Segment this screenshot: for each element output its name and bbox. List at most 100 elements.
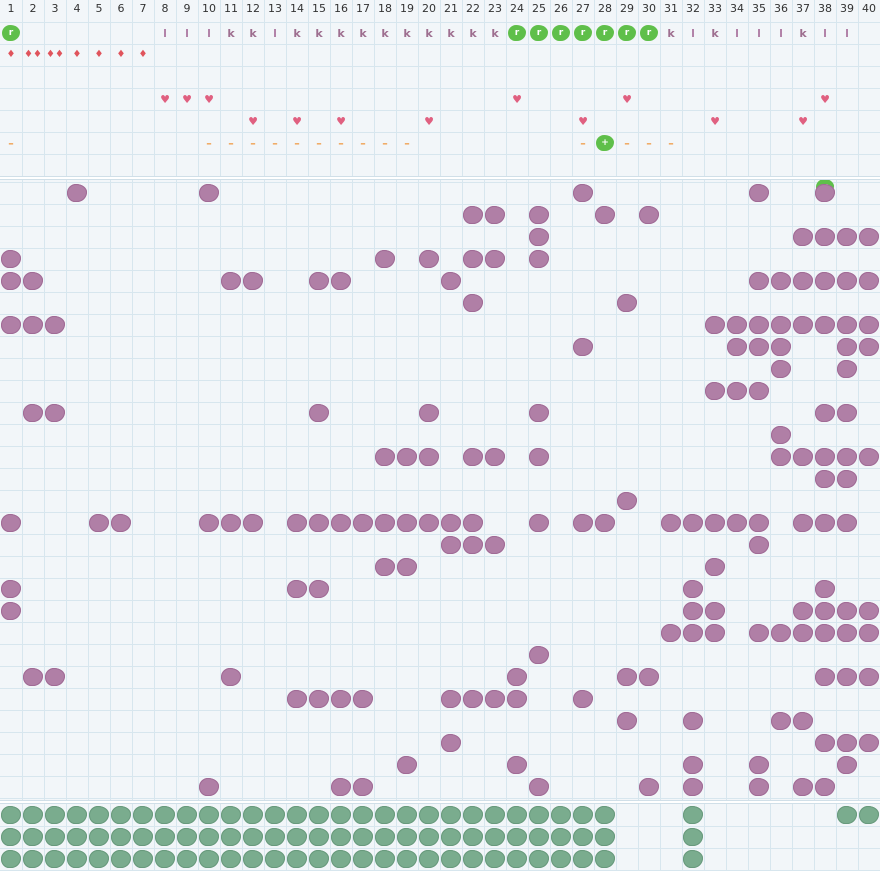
teal-blob-cell[interactable] <box>198 848 220 870</box>
teal-blob-cell[interactable] <box>264 848 286 870</box>
purple-blob-cell[interactable] <box>858 226 880 248</box>
purple-blob-cell[interactable] <box>572 688 594 710</box>
purple-blob-cell[interactable] <box>748 314 770 336</box>
purple-blob-cell[interactable] <box>660 622 682 644</box>
teal-blob-cell[interactable] <box>374 826 396 848</box>
purple-blob-cell[interactable] <box>836 336 858 358</box>
teal-blob-cell[interactable] <box>132 826 154 848</box>
teal-blob-cell[interactable] <box>352 848 374 870</box>
teal-blob-cell[interactable] <box>858 804 880 826</box>
purple-blob-cell[interactable] <box>44 666 66 688</box>
teal-blob-cell[interactable] <box>242 804 264 826</box>
teal-blob-cell[interactable] <box>242 848 264 870</box>
purple-blob-cell[interactable] <box>814 402 836 424</box>
teal-blob-cell[interactable] <box>352 826 374 848</box>
purple-blob-cell[interactable] <box>0 512 22 534</box>
purple-blob-cell[interactable] <box>418 402 440 424</box>
teal-blob-cell[interactable] <box>286 848 308 870</box>
purple-blob-cell[interactable] <box>616 490 638 512</box>
purple-blob-cell[interactable] <box>220 512 242 534</box>
teal-blob-cell[interactable] <box>88 826 110 848</box>
purple-blob-cell[interactable] <box>726 380 748 402</box>
teal-blob-cell[interactable] <box>44 804 66 826</box>
purple-blob-cell[interactable] <box>770 336 792 358</box>
teal-blob-cell[interactable] <box>374 804 396 826</box>
teal-blob-cell[interactable] <box>418 826 440 848</box>
purple-blob-cell[interactable] <box>836 402 858 424</box>
purple-blob-cell[interactable] <box>704 556 726 578</box>
purple-blob-cell[interactable] <box>748 512 770 534</box>
teal-blob-cell[interactable] <box>22 804 44 826</box>
purple-blob-cell[interactable] <box>792 314 814 336</box>
purple-blob-cell[interactable] <box>22 402 44 424</box>
teal-blob-cell[interactable] <box>484 848 506 870</box>
purple-blob-cell[interactable] <box>396 556 418 578</box>
purple-blob-cell[interactable] <box>528 248 550 270</box>
purple-blob-cell[interactable] <box>22 666 44 688</box>
purple-blob-cell[interactable] <box>814 314 836 336</box>
teal-blob-cell[interactable] <box>220 848 242 870</box>
teal-blob-cell[interactable] <box>594 804 616 826</box>
purple-blob-cell[interactable] <box>308 688 330 710</box>
purple-blob-cell[interactable] <box>528 644 550 666</box>
purple-blob-cell[interactable] <box>682 622 704 644</box>
purple-blob-cell[interactable] <box>308 402 330 424</box>
purple-blob-cell[interactable] <box>484 204 506 226</box>
purple-blob-cell[interactable] <box>374 512 396 534</box>
purple-blob-cell[interactable] <box>638 776 660 798</box>
purple-blob-cell[interactable] <box>660 512 682 534</box>
teal-blob-cell[interactable] <box>44 848 66 870</box>
teal-blob-cell[interactable] <box>594 826 616 848</box>
purple-blob-cell[interactable] <box>616 666 638 688</box>
purple-blob-cell[interactable] <box>528 226 550 248</box>
purple-blob-cell[interactable] <box>198 182 220 204</box>
purple-blob-cell[interactable] <box>836 512 858 534</box>
teal-blob-cell[interactable] <box>418 804 440 826</box>
purple-blob-cell[interactable] <box>528 204 550 226</box>
purple-blob-cell[interactable] <box>858 600 880 622</box>
purple-blob-cell[interactable] <box>814 512 836 534</box>
purple-blob-cell[interactable] <box>770 424 792 446</box>
teal-blob-cell[interactable] <box>594 848 616 870</box>
purple-blob-cell[interactable] <box>0 578 22 600</box>
teal-blob-cell[interactable] <box>506 826 528 848</box>
purple-blob-cell[interactable] <box>748 336 770 358</box>
teal-blob-cell[interactable] <box>462 826 484 848</box>
teal-blob-cell[interactable] <box>484 804 506 826</box>
purple-blob-cell[interactable] <box>726 336 748 358</box>
purple-blob-cell[interactable] <box>198 512 220 534</box>
purple-blob-cell[interactable] <box>836 666 858 688</box>
purple-blob-cell[interactable] <box>704 380 726 402</box>
teal-blob-cell[interactable] <box>66 848 88 870</box>
purple-blob-cell[interactable] <box>704 622 726 644</box>
purple-blob-cell[interactable] <box>528 402 550 424</box>
teal-blob-cell[interactable] <box>528 804 550 826</box>
teal-blob-cell[interactable] <box>154 848 176 870</box>
teal-blob-cell[interactable] <box>440 826 462 848</box>
purple-blob-cell[interactable] <box>858 314 880 336</box>
purple-blob-cell[interactable] <box>814 226 836 248</box>
teal-blob-cell[interactable] <box>330 848 352 870</box>
purple-blob-cell[interactable] <box>110 512 132 534</box>
purple-blob-cell[interactable] <box>748 534 770 556</box>
purple-blob-cell[interactable] <box>682 754 704 776</box>
purple-blob-cell[interactable] <box>638 666 660 688</box>
teal-blob-cell[interactable] <box>176 804 198 826</box>
purple-blob-cell[interactable] <box>462 446 484 468</box>
purple-blob-cell[interactable] <box>858 666 880 688</box>
purple-blob-cell[interactable] <box>396 446 418 468</box>
purple-blob-cell[interactable] <box>814 578 836 600</box>
purple-blob-cell[interactable] <box>418 248 440 270</box>
purple-blob-cell[interactable] <box>836 270 858 292</box>
purple-blob-cell[interactable] <box>792 270 814 292</box>
purple-blob-cell[interactable] <box>726 512 748 534</box>
teal-blob-cell[interactable] <box>528 848 550 870</box>
teal-blob-cell[interactable] <box>484 826 506 848</box>
teal-blob-cell[interactable] <box>242 826 264 848</box>
teal-blob-cell[interactable] <box>396 826 418 848</box>
teal-blob-cell[interactable] <box>572 804 594 826</box>
purple-blob-cell[interactable] <box>396 512 418 534</box>
purple-blob-cell[interactable] <box>836 732 858 754</box>
teal-blob-cell[interactable] <box>682 848 704 870</box>
teal-blob-cell[interactable] <box>506 848 528 870</box>
